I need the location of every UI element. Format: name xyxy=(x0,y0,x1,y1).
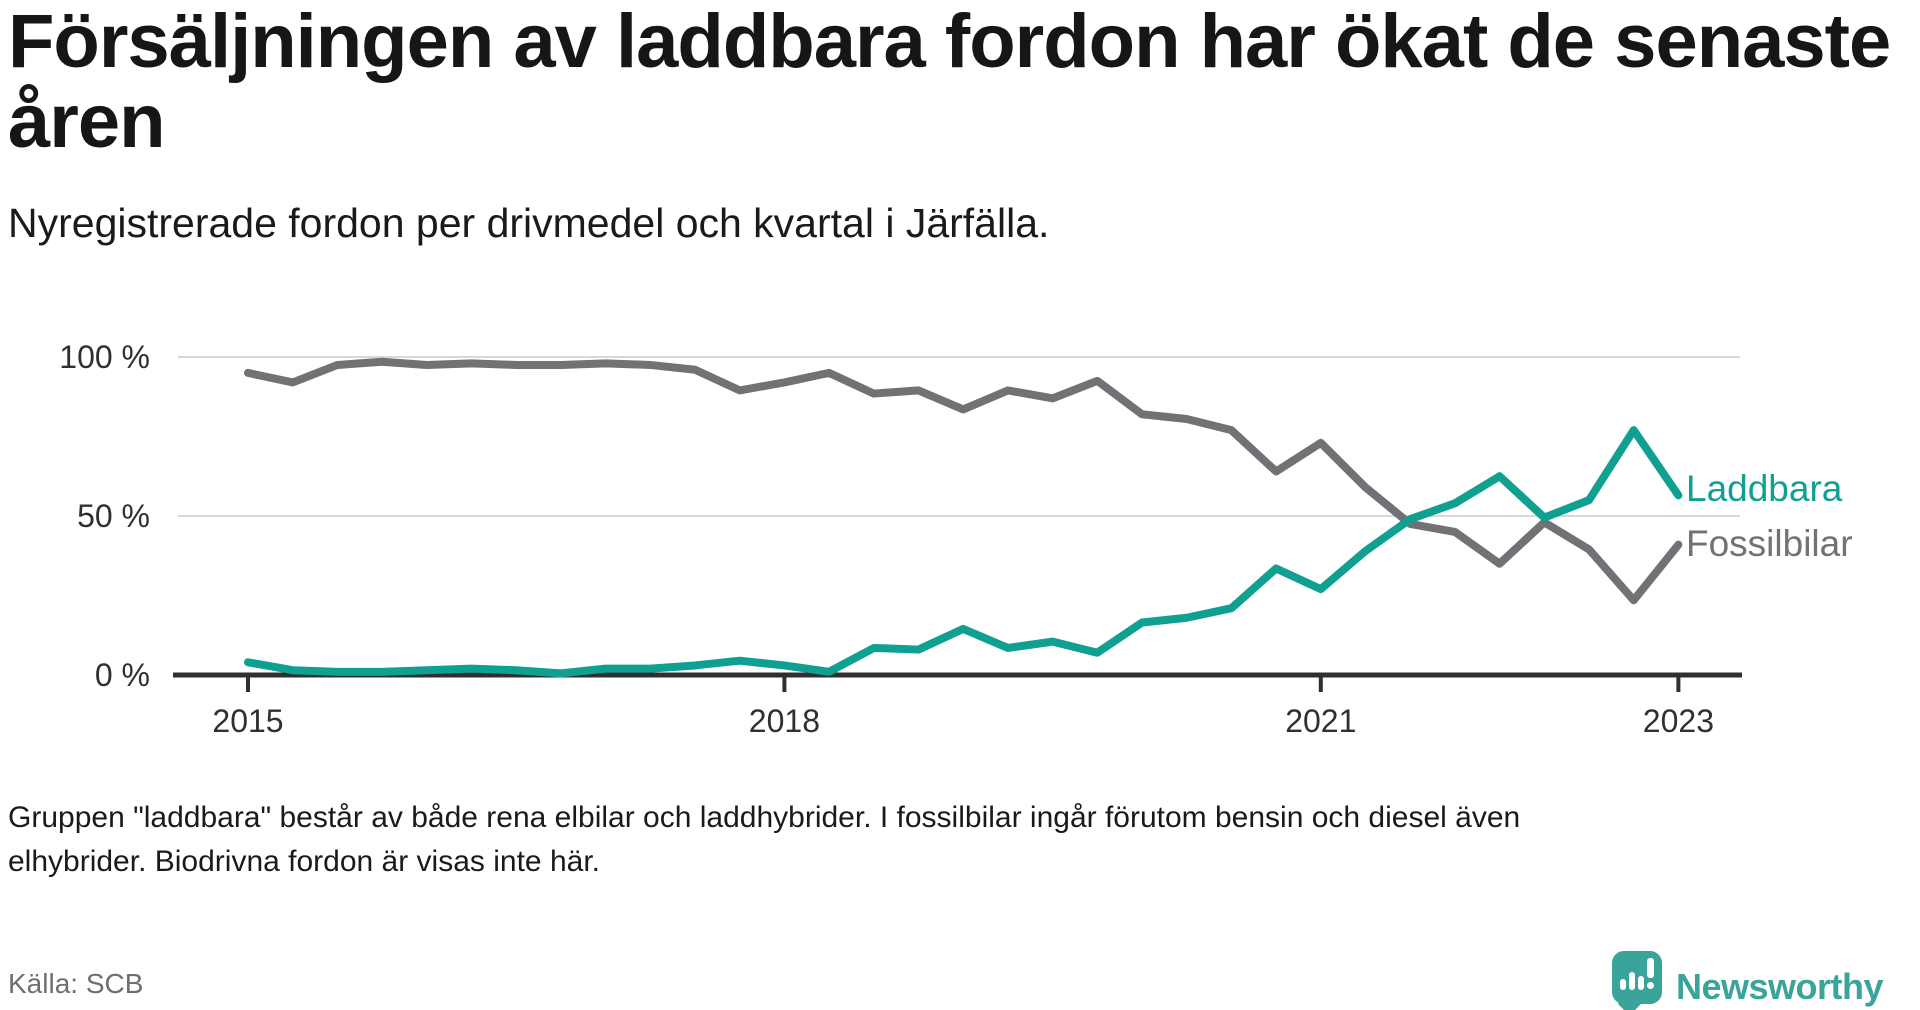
legend-label-laddbara: Laddbara xyxy=(1686,468,1843,509)
footnote-line-1: Gruppen "laddbara" består av både rena e… xyxy=(8,801,1521,834)
logo-exclamation-dot xyxy=(1647,982,1654,989)
footnote-line-2: elhybrider. Biodrivna fordon är visas in… xyxy=(8,845,600,878)
data-lines xyxy=(244,357,1683,678)
page-title: Försäljningen av laddbara fordon har öka… xyxy=(8,2,1908,162)
logo-bar-1 xyxy=(1620,979,1626,990)
newsworthy-wordmark: Newsworthy xyxy=(1676,966,1884,1007)
x-axis-ticks xyxy=(246,677,1681,692)
legend-label-fossilbilar: Fossilbilar xyxy=(1686,523,1853,564)
x-tick-label-2018: 2018 xyxy=(748,703,820,739)
x-tick-label-2023: 2023 xyxy=(1642,703,1714,739)
y-tick-label-0: 0 % xyxy=(94,657,150,693)
x-tick-label-2021: 2021 xyxy=(1285,703,1357,739)
y-tick-label-50: 50 % xyxy=(77,498,150,534)
line-fossilbilar xyxy=(244,357,1683,605)
y-tick-label-100: 100 % xyxy=(59,339,150,375)
gridlines xyxy=(178,356,1740,517)
page-title-line-2: åren xyxy=(8,79,166,164)
newsworthy-logo-icon xyxy=(1612,951,1662,1004)
footnote: Gruppen "laddbara" består av både rena e… xyxy=(8,796,1568,884)
logo-bar-2 xyxy=(1629,972,1635,990)
logo-exclamation-stem xyxy=(1647,958,1654,978)
chart-subtitle: Nyregistrerade fordon per drivmedel och … xyxy=(8,200,1050,246)
page-title-line-1: Försäljningen av laddbara fordon har öka… xyxy=(8,0,1891,84)
source-credit: Källa: SCB xyxy=(8,968,144,999)
logo-bar-3 xyxy=(1638,976,1644,990)
line-laddbara xyxy=(244,426,1683,678)
x-tick-label-2015: 2015 xyxy=(212,703,284,739)
